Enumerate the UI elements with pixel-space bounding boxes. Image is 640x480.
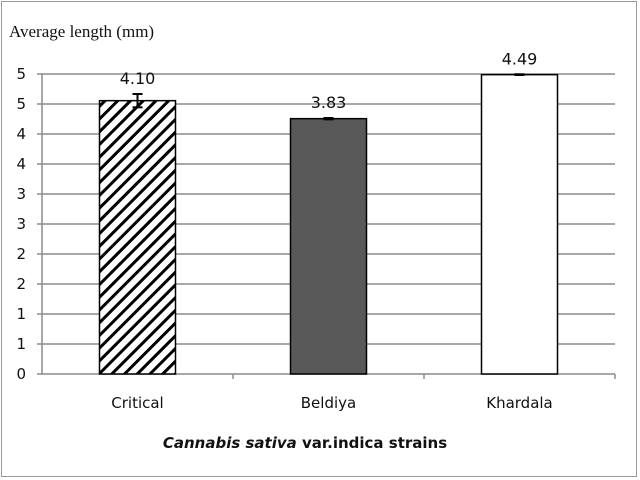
bars [98,73,559,375]
bar-khardala [480,73,559,375]
y-tick-label: 5 [16,95,26,113]
value-label: 3.83 [311,93,347,112]
x-axis-label-italic: Cannabis sativa [162,434,297,452]
category-label: Khardala [486,394,553,412]
x-axis-label: Cannabis sativa var.indica strains [0,434,610,452]
y-tick-label: 4 [16,155,26,173]
y-ticks: 0 1 1 2 2 3 3 4 4 5 5 [16,65,616,383]
y-axis-label: Average length (mm) [9,22,155,41]
category-label: Critical [111,394,163,412]
category-label: Beldiya [301,394,356,412]
bar-critical [98,99,177,375]
value-label: 4.49 [502,49,538,68]
y-tick-label: 4 [16,125,26,143]
value-label: 4.10 [120,69,156,88]
labels: 4.10 Critical 3.83 Beldiya 4.49 Khardala [111,49,552,412]
y-tick-label: 0 [16,365,26,383]
y-tick-label: 5 [16,65,26,83]
y-tick-label: 3 [16,185,26,203]
y-tick-label: 2 [16,275,26,293]
bar-beldiya [289,117,368,375]
y-tick-label: 1 [16,335,26,353]
y-tick-label: 1 [16,305,26,323]
y-tick-label: 2 [16,245,26,263]
y-tick-label: 3 [16,215,26,233]
x-axis-label-rest: var.indica strains [296,434,448,452]
